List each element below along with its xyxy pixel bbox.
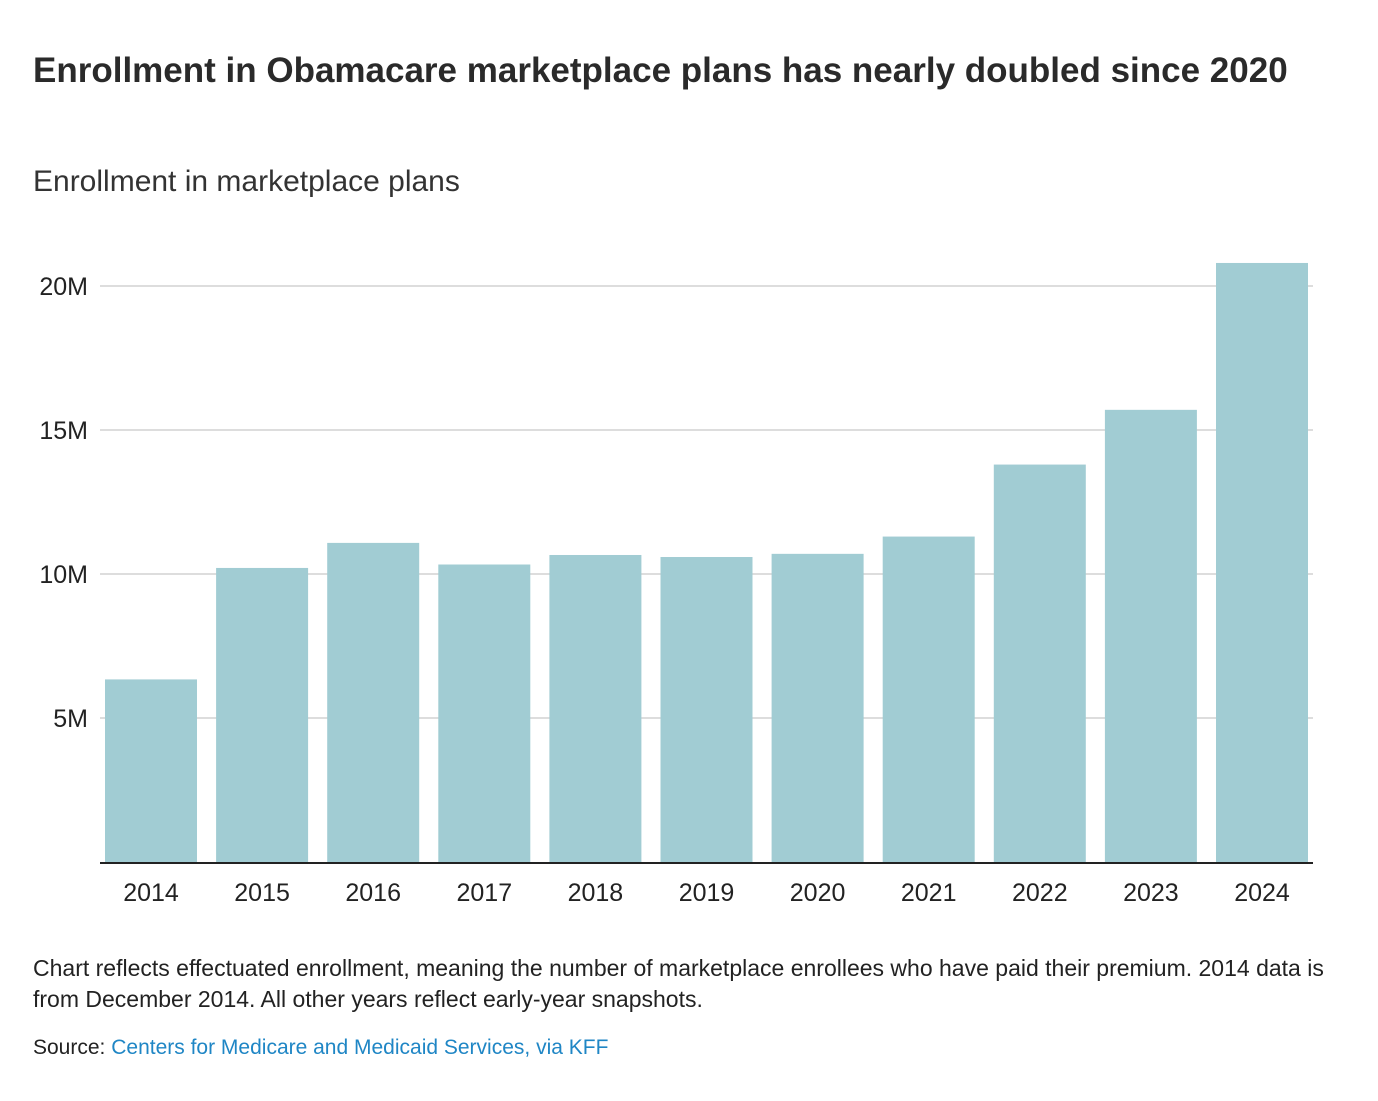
bar-2017 — [438, 564, 531, 862]
bar-2023 — [1104, 409, 1197, 862]
bar-2018 — [549, 554, 642, 862]
bars — [105, 262, 1308, 863]
x-tick-label: 2024 — [1234, 879, 1290, 907]
y-tick-label: 20M — [39, 273, 88, 301]
bar-2015 — [216, 567, 309, 862]
bar-2021 — [882, 536, 975, 862]
x-tick-label: 2019 — [679, 879, 735, 907]
x-tick-label: 2020 — [790, 879, 846, 907]
y-tick-label: 5M — [53, 705, 88, 733]
bar-2020 — [771, 553, 864, 862]
x-tick-label: 2017 — [456, 879, 512, 907]
chart-subtitle: Enrollment in marketplace plans — [33, 165, 460, 198]
x-tick-label: 2021 — [901, 879, 957, 907]
x-tick-label: 2022 — [1012, 879, 1068, 907]
source-label: Source: — [33, 1036, 106, 1059]
x-tick-label: 2023 — [1123, 879, 1179, 907]
bar-2019 — [660, 557, 753, 862]
bar-chart: 5M 10M 15M 20M 2014 2015 2016 2017 2018 2019 2020… — [39, 262, 1313, 907]
x-tick-label: 2014 — [123, 879, 179, 907]
source-link[interactable]: Centers for Medicare and Medicaid Servic… — [111, 1036, 609, 1059]
x-axis-tick-labels: 2014 2015 2016 2017 2018 2019 2020 2021 2022 2023… — [123, 879, 1290, 907]
x-tick-label: 2018 — [568, 879, 624, 907]
chart-note: Chart reflects effectuated enrollment, m… — [33, 955, 1324, 1012]
source-line: Source: Centers for Medicare and Medicai… — [33, 1033, 608, 1063]
bar-2022 — [993, 464, 1086, 862]
y-axis-tick-labels: 5M 10M 15M 20M — [39, 273, 88, 733]
x-tick-label: 2016 — [345, 879, 401, 907]
chart-title: Enrollment in Obamacare marketplace plan… — [33, 51, 1288, 90]
bar-2014 — [105, 679, 197, 862]
bar-2016 — [327, 542, 420, 862]
x-tick-label: 2015 — [234, 879, 290, 907]
y-tick-label: 10M — [39, 561, 88, 589]
bar-2024 — [1216, 262, 1308, 863]
y-tick-label: 15M — [39, 417, 88, 445]
